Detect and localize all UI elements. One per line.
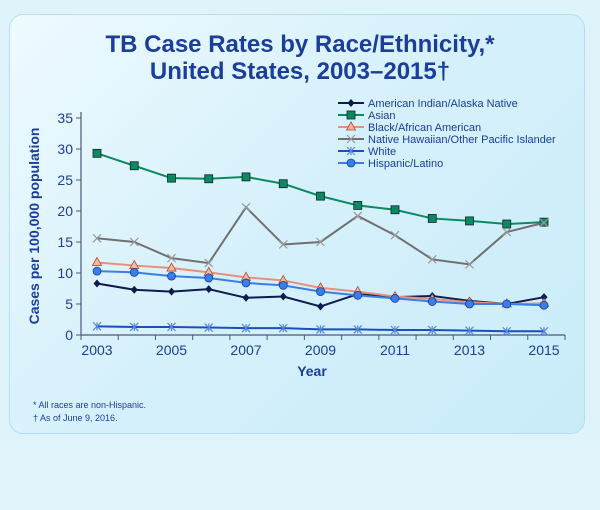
x-tick-label: 2015 — [528, 342, 559, 358]
data-point — [316, 237, 325, 247]
data-point — [465, 326, 474, 336]
series-line — [96, 152, 545, 226]
legend-marker — [346, 146, 356, 156]
data-point — [353, 201, 363, 210]
x-tick-label: 2011 — [380, 342, 410, 358]
y-tick-label: 5 — [65, 296, 73, 312]
data-point — [130, 285, 138, 294]
legend-marker — [347, 99, 355, 107]
series-line — [96, 205, 545, 266]
data-point — [316, 287, 325, 297]
data-point — [167, 271, 176, 281]
data-point — [390, 325, 400, 335]
data-point — [539, 326, 549, 336]
data-point — [502, 219, 512, 229]
data-point — [279, 292, 287, 301]
legend-marker — [346, 134, 356, 144]
data-point — [204, 174, 214, 184]
data-point — [502, 227, 512, 237]
data-point — [167, 253, 176, 263]
x-tick-label: 2005 — [156, 342, 187, 358]
data-point — [92, 233, 102, 243]
data-point — [317, 302, 324, 311]
data-point — [390, 205, 400, 215]
x-tick-label: 2013 — [454, 342, 485, 358]
data-point — [241, 323, 251, 333]
data-point — [204, 258, 214, 268]
data-point — [427, 325, 437, 335]
legend-label: Native Hawaiian/Other Pacific Islander — [368, 134, 556, 146]
data-point — [465, 216, 474, 226]
data-point — [92, 148, 102, 158]
data-point — [167, 322, 176, 332]
data-point — [92, 266, 102, 276]
y-tick-label: 10 — [57, 265, 73, 281]
legend-label: Black/African American — [368, 122, 481, 134]
data-point — [129, 322, 139, 332]
data-point — [390, 294, 400, 303]
data-point — [205, 285, 213, 294]
legend-marker — [345, 121, 357, 131]
footnote-2: † As of June 9, 2016. — [33, 413, 118, 423]
legend-label: Asian — [368, 110, 396, 122]
data-point — [427, 297, 437, 306]
data-point — [241, 278, 251, 288]
data-point — [539, 300, 549, 310]
data-point — [502, 326, 512, 336]
data-point — [502, 299, 512, 309]
y-tick-label: 35 — [57, 110, 73, 126]
data-point — [93, 279, 101, 288]
x-tick-label: 2009 — [305, 342, 336, 358]
data-point — [168, 287, 175, 296]
data-point — [465, 259, 474, 269]
data-point — [129, 161, 139, 171]
data-point — [353, 324, 363, 334]
data-point — [204, 273, 214, 283]
legend-label: American Indian/Alaska Native — [368, 98, 518, 110]
legend-label: White — [368, 146, 396, 158]
data-point — [278, 179, 288, 189]
data-point — [353, 211, 363, 221]
data-point — [278, 240, 288, 249]
legend-marker — [346, 110, 356, 120]
y-tick-label: 0 — [65, 327, 73, 343]
data-point — [353, 290, 363, 300]
y-tick-label: 30 — [57, 141, 73, 157]
y-tick-label: 20 — [57, 203, 73, 219]
footnote-1: * All races are non-Hispanic. — [33, 400, 147, 410]
y-tick-label: 25 — [57, 172, 73, 188]
x-axis-label: Year — [297, 363, 327, 379]
chart-title-line2: United States, 2003–2015† — [149, 58, 451, 85]
data-point — [167, 173, 176, 183]
data-point — [242, 293, 250, 302]
data-point — [166, 262, 177, 272]
y-axis-label: Cases per 100,000 population — [26, 128, 42, 325]
data-point — [92, 321, 102, 331]
data-point — [539, 218, 549, 228]
data-point — [427, 254, 437, 264]
data-point — [278, 323, 288, 333]
chart-title-line1: TB Case Rates by Race/Ethnicity,* — [105, 31, 495, 58]
legend-label: Hispanic/Latino — [368, 158, 443, 170]
data-point — [278, 280, 288, 290]
data-point — [316, 324, 325, 334]
y-tick-label: 15 — [57, 234, 73, 250]
x-tick-label: 2003 — [81, 342, 112, 358]
data-point — [540, 293, 548, 302]
data-point — [241, 172, 251, 182]
chart-panel — [9, 14, 585, 434]
data-point — [204, 323, 214, 332]
bottom-band — [0, 440, 600, 510]
data-point — [91, 256, 103, 266]
data-point — [241, 202, 251, 212]
data-point — [129, 267, 139, 277]
x-tick-label: 2007 — [230, 342, 261, 358]
data-point — [427, 214, 437, 223]
data-point — [390, 230, 400, 240]
data-point — [465, 299, 474, 309]
data-point — [129, 237, 139, 247]
legend-marker — [346, 158, 356, 168]
data-point — [316, 191, 325, 201]
